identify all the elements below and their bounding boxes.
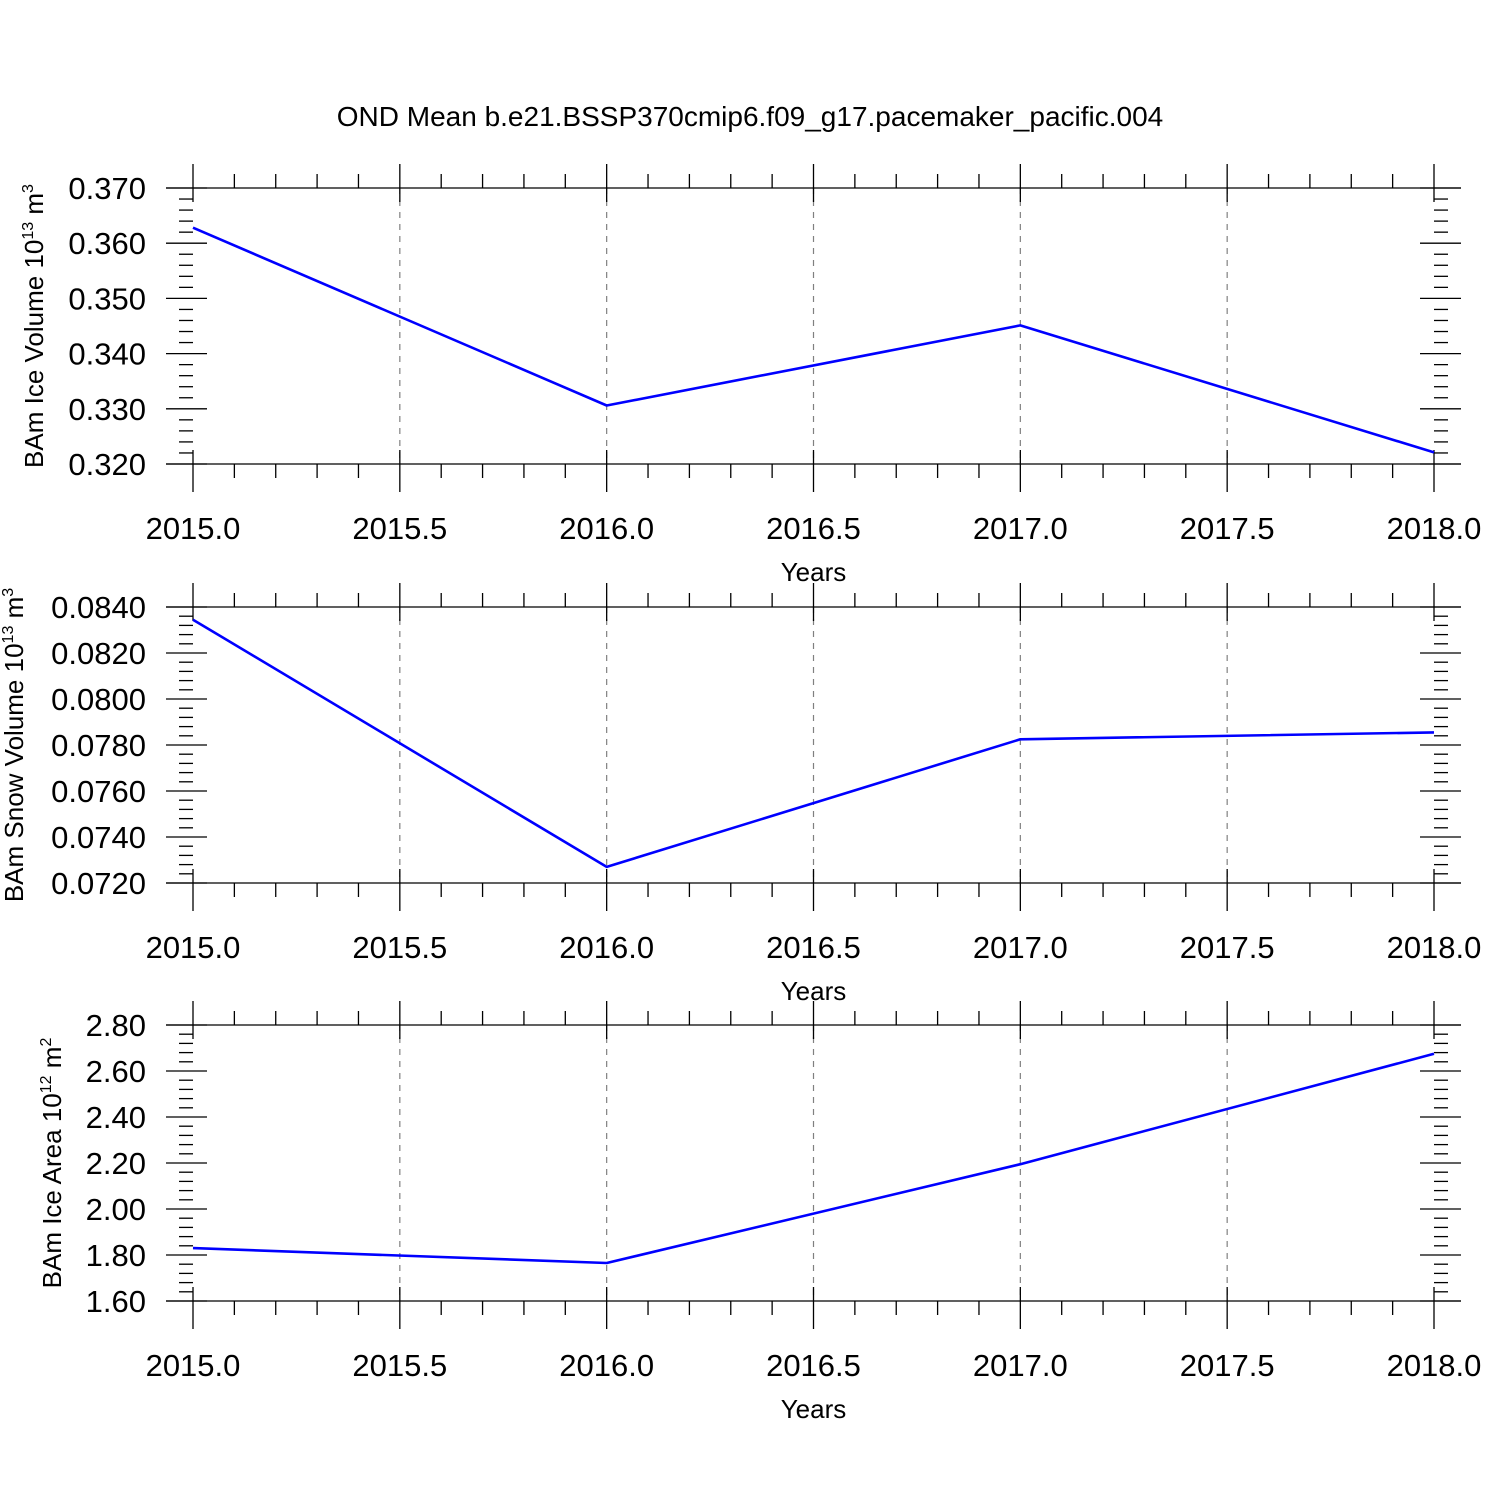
x-tick-label: 2017.0 <box>973 511 1068 546</box>
y-tick-label: 0.320 <box>68 447 146 482</box>
x-tick-label: 2016.0 <box>559 930 654 965</box>
x-tick-label: 2016.5 <box>766 1348 861 1383</box>
x-tick-label: 2018.0 <box>1387 1348 1482 1383</box>
y-tick-label: 0.0760 <box>51 774 146 809</box>
y-tick-label: 1.80 <box>86 1238 146 1273</box>
x-tick-label: 2017.0 <box>973 1348 1068 1383</box>
y-tick-label: 0.0800 <box>51 682 146 717</box>
y-tick-label: 0.0740 <box>51 820 146 855</box>
x-axis-label: Years <box>781 557 847 587</box>
y-axis-label-text: BAm Snow Volume 10 <box>0 643 29 902</box>
y-axis-label-text: BAm Ice Area 10 <box>37 1093 67 1288</box>
y-tick-label: 0.0720 <box>51 866 146 901</box>
y-axis-label-unit-exponent: 3 <box>0 588 17 597</box>
x-axis-label: Years <box>781 1394 847 1424</box>
x-tick-label: 2018.0 <box>1387 511 1482 546</box>
y-tick-label: 2.80 <box>86 1008 146 1043</box>
y-tick-label: 0.0820 <box>51 636 146 671</box>
chart-panel-1: 2015.0 2015.5 2016.0 2016.5 2017.0 2017.5 2018… <box>19 164 1481 587</box>
y-axis-label-unit: m <box>19 193 49 215</box>
series-line <box>192 618 1435 869</box>
y-tick-label: 2.20 <box>86 1146 146 1181</box>
y-axis-label-unit-exponent: 2 <box>38 1038 55 1047</box>
x-tick-label: 2015.5 <box>352 511 447 546</box>
series-line <box>192 1052 1435 1265</box>
x-tick-label: 2015.0 <box>146 1348 241 1383</box>
x-tick-label: 2017.0 <box>973 930 1068 965</box>
x-tick-label: 2015.0 <box>146 511 241 546</box>
y-tick-label: 2.40 <box>86 1100 146 1135</box>
y-tick-label: 2.00 <box>86 1192 146 1227</box>
x-tick-label: 2016.5 <box>766 511 861 546</box>
figure-title: OND Mean b.e21.BSSP370cmip6.f09_g17.pace… <box>337 101 1164 132</box>
y-tick-label: 0.340 <box>68 337 146 372</box>
y-axis-label: BAm Ice Area 1012 m2 <box>37 1038 67 1289</box>
y-axis-label-exponent: 13 <box>0 626 17 644</box>
y-axis-label-space <box>37 1068 67 1075</box>
y-axis-label: BAm Ice Volume 1013 m3 <box>19 184 49 468</box>
y-tick-label: 0.360 <box>68 226 146 261</box>
x-tick-label: 2015.0 <box>146 930 241 965</box>
y-tick-label: 2.60 <box>86 1054 146 1089</box>
x-tick-label: 2017.5 <box>1180 1348 1275 1383</box>
x-tick-label: 2018.0 <box>1387 930 1482 965</box>
y-tick-label: 1.60 <box>86 1284 146 1319</box>
y-axis-label-space <box>0 618 29 625</box>
y-axis-label-space <box>19 215 49 222</box>
x-tick-label: 2016.0 <box>559 1348 654 1383</box>
x-tick-label: 2015.5 <box>352 1348 447 1383</box>
x-tick-label: 2017.5 <box>1180 930 1275 965</box>
y-axis-label-exponent: 13 <box>20 222 37 240</box>
y-axis-label-exponent: 12 <box>38 1075 55 1093</box>
panels: 2015.0 2015.5 2016.0 2016.5 2017.0 2017.5 2018… <box>0 164 1481 1424</box>
y-tick-label: 0.370 <box>68 171 146 206</box>
x-tick-label: 2015.5 <box>352 930 447 965</box>
y-axis-label-unit-exponent: 3 <box>20 184 37 193</box>
x-tick-label: 2016.5 <box>766 930 861 965</box>
y-tick-label: 0.350 <box>68 281 146 316</box>
y-tick-label: 0.0780 <box>51 728 146 763</box>
y-axis-label-unit: m <box>0 597 29 619</box>
y-axis-label-text: BAm Ice Volume 10 <box>19 240 49 468</box>
series-line <box>192 226 1435 454</box>
chart-panel-3: 2015.0 2015.5 2016.0 2016.5 2017.0 2017.5 2018… <box>37 1001 1481 1424</box>
x-tick-label: 2017.5 <box>1180 511 1275 546</box>
chart-panel-2: 2015.0 2015.5 2016.0 2016.5 2017.0 2017.5 2018… <box>0 583 1481 1006</box>
x-tick-label: 2016.0 <box>559 511 654 546</box>
y-axis-label-unit: m <box>37 1047 67 1069</box>
y-axis-label: BAm Snow Volume 1013 m3 <box>0 588 29 902</box>
y-tick-label: 0.0840 <box>51 590 146 625</box>
y-tick-label: 0.330 <box>68 392 146 427</box>
